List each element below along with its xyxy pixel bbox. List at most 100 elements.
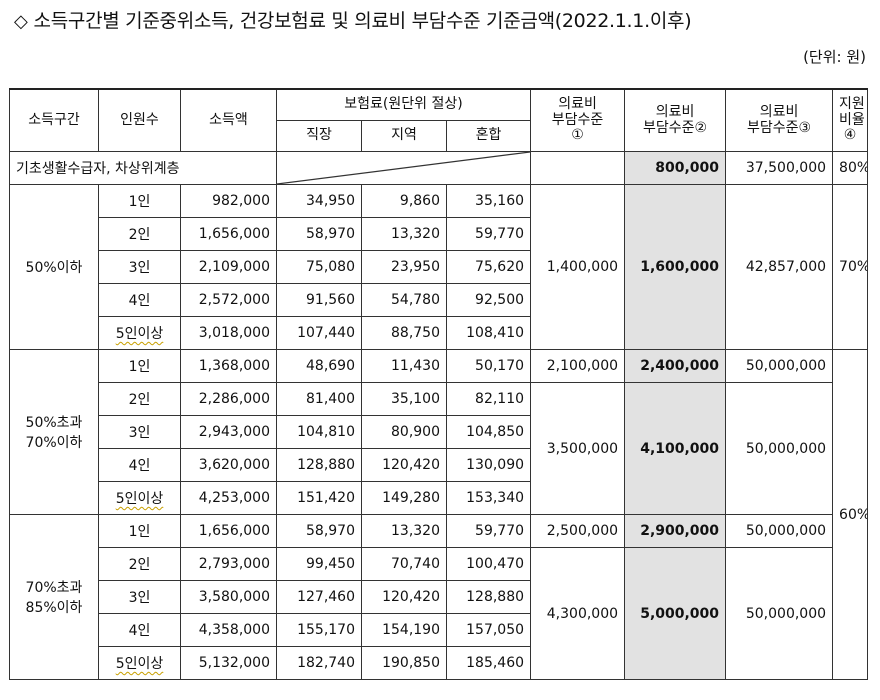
diagonal-empty-cell: [275, 151, 532, 185]
burden-2-cell: 2,900,000: [624, 514, 727, 548]
persons-cell: 5인이상: [98, 481, 181, 515]
table-row: 70%초과 85%이하 1인 1,656,000 58,970 13,320 59…: [9, 514, 868, 680]
bracket-label: 50%초과 70%이하: [9, 349, 99, 515]
table-row: 2인 2,793,000 99,450 70,740 100,470 4,300…: [10, 547, 868, 680]
employee-premium-cell: 48,690: [276, 349, 362, 383]
income-cell: 3,620,000: [180, 448, 277, 482]
burden-1-cell: 2,100,000: [530, 349, 626, 383]
diagonal-line: [277, 152, 530, 184]
table-row: 2인 1,656,000 58,970 13,320 59,770: [10, 217, 868, 251]
burden-2-cell: 5,000,000: [624, 547, 727, 680]
burden-3-cell: 50,000,000: [725, 514, 834, 548]
basic-livelihood-label: 기초생활수급자, 차상위계층: [9, 151, 277, 185]
income-cell: 5,132,000: [180, 646, 277, 680]
regional-premium-cell: 35,100: [361, 382, 447, 416]
unit-note: (단위: 원): [803, 48, 866, 66]
regional-premium-cell: 120,420: [361, 580, 447, 614]
income-cell: 1,368,000: [180, 349, 277, 383]
header-subrow: 직장 지역 혼합: [10, 120, 868, 152]
basic-burden-1: [530, 151, 626, 185]
employee-premium-cell: 155,170: [276, 613, 362, 647]
employee-premium-cell: 151,420: [276, 481, 362, 515]
mixed-premium-cell: 75,620: [445, 250, 532, 284]
employee-premium-cell: 91,560: [276, 283, 362, 317]
regional-premium-cell: 88,750: [361, 316, 447, 350]
document-title: ◇ 소득구간별 기준중위소득, 건강보험료 및 의료비 부담수준 기준금액(202…: [14, 6, 692, 33]
table-row: 50%이하 1인 982,000 34,950 9,860 35,160 1,4…: [9, 184, 869, 350]
employee-premium-cell: 182,740: [276, 646, 362, 680]
table-row: 4인 3,620,000 128,880 120,420 130,090: [10, 448, 868, 482]
income-bracket-table: 소득구간 인원수 소득액 보험료(원단위 절상) 의료비 부담수준 ① 의료비 부담수…: [9, 88, 869, 680]
regional-premium-cell: 154,190: [361, 613, 447, 647]
mixed-premium-cell: 35,160: [445, 184, 532, 218]
header-income-bracket: 소득구간: [9, 88, 99, 152]
bracket-label: 50%이하: [9, 184, 99, 350]
burden-1-cell: 4,300,000: [530, 547, 626, 680]
income-cell: 2,572,000: [180, 283, 277, 317]
persons-cell: 1인: [98, 514, 181, 548]
regional-premium-cell: 11,430: [361, 349, 447, 383]
header-support-rate: 지원 비율 ④: [832, 88, 869, 152]
burden-1-cell: 3,500,000: [530, 382, 626, 515]
persons-cell: 4인: [98, 613, 181, 647]
employee-premium-cell: 58,970: [276, 514, 362, 548]
table-row: 3인 2,943,000 104,810 80,900 104,850: [10, 415, 868, 449]
header-burden-3: 의료비 부담수준③: [725, 88, 834, 152]
income-cell: 3,580,000: [180, 580, 277, 614]
regional-premium-cell: 190,850: [361, 646, 447, 680]
bracket-label: 70%초과 85%이하: [9, 514, 99, 680]
mixed-premium-cell: 157,050: [445, 613, 532, 647]
income-cell: 982,000: [180, 184, 277, 218]
persons-cell: 3인: [98, 580, 181, 614]
regional-premium-cell: 70,740: [361, 547, 447, 581]
basic-support-rate: 80%: [832, 151, 869, 185]
employee-premium-cell: 127,460: [276, 580, 362, 614]
mixed-premium-cell: 104,850: [445, 415, 532, 449]
header-mixed: 혼합: [445, 120, 532, 152]
header-burden-1: 의료비 부담수준 ①: [530, 88, 626, 152]
header-household-size: 인원수: [98, 88, 181, 152]
basic-burden-3: 37,500,000: [725, 151, 834, 185]
mixed-premium-cell: 185,460: [445, 646, 532, 680]
employee-premium-cell: 104,810: [276, 415, 362, 449]
basic-livelihood-row: 기초생활수급자, 차상위계층 800,000 37,500,000 80%: [9, 151, 869, 185]
income-cell: 3,018,000: [180, 316, 277, 350]
income-cell: 1,656,000: [180, 217, 277, 251]
employee-premium-cell: 58,970: [276, 217, 362, 251]
employee-premium-cell: 34,950: [276, 184, 362, 218]
header-employee: 직장: [276, 120, 362, 152]
title-text: 소득구간별 기준중위소득, 건강보험료 및 의료비 부담수준 기준금액(2022…: [33, 10, 692, 32]
table-row: 4인 2,572,000 91,560 54,780 92,500: [10, 283, 868, 317]
mixed-premium-cell: 59,770: [445, 514, 532, 548]
header-premium-group: 보험료(원단위 절상): [275, 88, 532, 121]
persons-cell: 1인: [98, 349, 181, 383]
mixed-premium-cell: 92,500: [445, 283, 532, 317]
mixed-premium-cell: 82,110: [445, 382, 532, 416]
support-rate-cell: 70%: [832, 184, 869, 350]
persons-cell: 5인이상: [98, 316, 181, 350]
mixed-premium-cell: 108,410: [445, 316, 532, 350]
burden-2-cell: 2,400,000: [624, 349, 727, 383]
persons-cell: 4인: [98, 283, 181, 317]
table-row: 5인이상 5,132,000 182,740 190,850 185,460: [10, 646, 868, 680]
mixed-premium-cell: 59,770: [445, 217, 532, 251]
income-cell: 2,286,000: [180, 382, 277, 416]
table-row: 5인이상 3,018,000 107,440 88,750 108,410: [10, 316, 868, 350]
basic-burden-2: 800,000: [624, 151, 727, 185]
table-row: 50%초과 70%이하 1인 1,368,000 48,690 11,430 50…: [9, 349, 869, 680]
header-regional: 지역: [361, 120, 447, 152]
header-row: 소득구간 인원수 소득액 보험료(원단위 절상) 의료비 부담수준 ① 의료비 부담수…: [9, 88, 869, 152]
income-cell: 2,109,000: [180, 250, 277, 284]
income-cell: 4,358,000: [180, 613, 277, 647]
regional-premium-cell: 23,950: [361, 250, 447, 284]
shared-support-rate-cell: 60%: [832, 349, 869, 680]
burden-1-cell: 2,500,000: [530, 514, 626, 548]
mixed-premium-cell: 50,170: [445, 349, 532, 383]
table-row: 3인 2,109,000 75,080 23,950 75,620: [10, 250, 868, 284]
regional-premium-cell: 9,860: [361, 184, 447, 218]
income-cell: 4,253,000: [180, 481, 277, 515]
mixed-premium-cell: 128,880: [445, 580, 532, 614]
burden-2-cell: 4,100,000: [624, 382, 727, 515]
regional-premium-cell: 80,900: [361, 415, 447, 449]
mixed-premium-cell: 130,090: [445, 448, 532, 482]
